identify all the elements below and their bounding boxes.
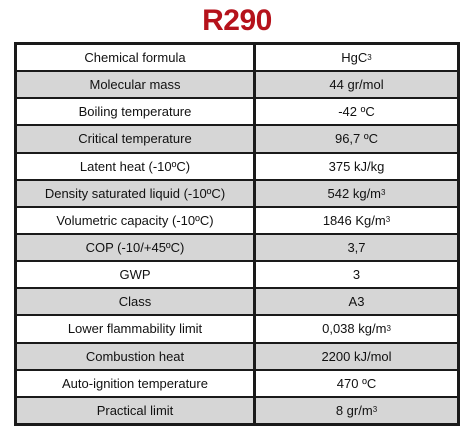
value-text: 8 gr/m — [335, 402, 373, 418]
property-cell: Boiling temperature — [17, 99, 256, 125]
value-cell: 3 — [256, 262, 457, 287]
properties-table-body: Chemical formula HgC 3 Molecular mass 44 gr/… — [17, 45, 457, 423]
table-row: Critical temperature 96,7 ºC — [17, 126, 457, 154]
property-cell: Practical limit — [17, 397, 256, 423]
table-row: Volumetric capacity (-10ºC) 1846 Kg/m 3 — [17, 207, 457, 235]
table-row: GWP 3 — [17, 262, 457, 290]
value-text: 542 kg/m — [327, 185, 382, 201]
table-row: Chemical formula HgC 3 — [17, 45, 457, 73]
property-cell: Molecular mass — [17, 72, 256, 98]
value-text: 0,038 kg/m — [322, 321, 387, 337]
value-cell: A3 — [256, 289, 457, 314]
table-row: Combustion heat 2200 kJ/mol — [17, 343, 457, 371]
value-cell: 470 ºC — [256, 371, 457, 396]
table-row: Practical limit 8 gr/m 3 — [17, 397, 457, 423]
value-text: A3 — [348, 294, 365, 310]
value-cell: 1846 Kg/m 3 — [322, 212, 391, 228]
table-row: Class A3 — [17, 289, 457, 317]
value-text: -42 ºC — [338, 104, 375, 120]
properties-table: Chemical formula HgC 3 Molecular mass 44 gr/… — [14, 42, 460, 426]
value-cell: -42 ºC — [256, 99, 457, 124]
value-text: 1846 Kg/m — [322, 212, 386, 228]
value-cell: 2200 kJ/mol — [256, 344, 457, 369]
value-cell: 375 kJ/kg — [256, 154, 457, 179]
table-row: Molecular mass 44 gr/mol — [17, 72, 457, 100]
property-cell: Density saturated liquid (-10ºC) — [17, 180, 256, 206]
property-cell: Volumetric capacity (-10ºC) — [17, 207, 256, 233]
table-row: COP (-10/+45ºC) 3,7 — [17, 234, 457, 263]
value-cell: 0,038 kg/m 3 — [322, 321, 391, 337]
value-cell: 8 gr/m 3 — [335, 402, 378, 418]
value-cell: 542 kg/m 3 — [327, 185, 386, 201]
property-cell: Auto-ignition temperature — [17, 370, 256, 396]
value-cell: 96,7 ºC — [256, 126, 457, 151]
value-text: 3,7 — [347, 240, 366, 256]
value-text: HgC — [341, 50, 368, 66]
value-cell: HgC 3 — [341, 50, 372, 66]
property-cell: Combustion heat — [17, 343, 256, 369]
table-row: Boiling temperature -42 ºC — [17, 99, 457, 127]
value-text: 96,7 ºC — [334, 131, 379, 147]
value-text: 375 kJ/kg — [328, 158, 385, 174]
table-row: Latent heat (-10ºC) 375 kJ/kg — [17, 153, 457, 181]
property-cell: Lower flammability limit — [17, 316, 256, 342]
table-row: Lower flammability limit 0,038 kg/m 3 — [17, 316, 457, 344]
value-text: 44 gr/mol — [329, 77, 384, 93]
property-cell: Critical temperature — [17, 126, 256, 152]
table-row: Auto-ignition temperature 470 ºC — [17, 370, 457, 398]
value-cell: 3,7 — [256, 235, 457, 260]
value-text: 2200 kJ/mol — [321, 348, 392, 364]
property-cell: GWP — [17, 262, 256, 288]
property-cell: COP (-10/+45ºC) — [17, 234, 256, 261]
value-text: 3 — [352, 267, 361, 283]
table-row: Density saturated liquid (-10ºC) 542 kg/m… — [17, 180, 457, 208]
property-cell: Chemical formula — [17, 45, 256, 71]
value-text: 470 ºC — [336, 375, 377, 391]
page-title: R290 — [202, 4, 272, 37]
value-cell: 44 gr/mol — [256, 72, 457, 97]
property-cell: Latent heat (-10ºC) — [17, 153, 256, 179]
property-cell: Class — [17, 289, 256, 315]
